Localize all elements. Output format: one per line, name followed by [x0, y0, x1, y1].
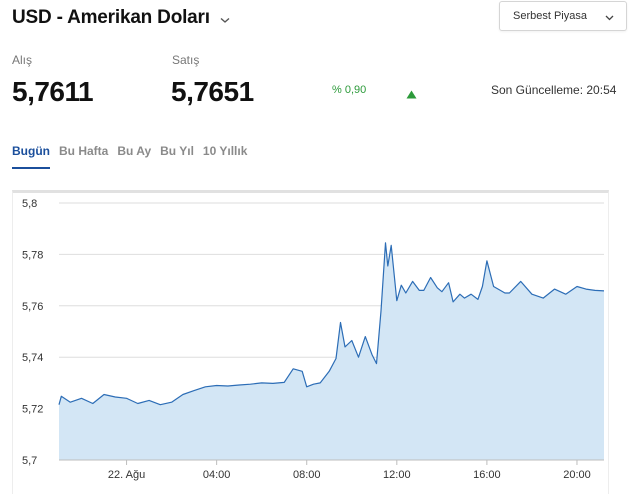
chevron-down-icon[interactable]: [220, 11, 230, 29]
y-tick-label: 5,76: [22, 301, 43, 313]
market-type-value: Serbest Piyasa: [513, 10, 587, 22]
x-tick-label: 08:00: [293, 469, 321, 481]
price-area-fill: [59, 242, 604, 460]
buy-label: Alış: [12, 53, 33, 67]
x-tick-label: 20:00: [563, 469, 591, 481]
y-tick-label: 5,72: [22, 404, 43, 416]
chevron-down-icon: [605, 12, 614, 24]
x-tick-label: 22. Ağu: [108, 469, 145, 481]
title-row[interactable]: USD - Amerikan Doları: [12, 4, 230, 32]
sell-value: 5,7651: [171, 76, 254, 107]
page-title: USD - Amerikan Doları: [12, 7, 210, 28]
y-tick-label: 5,78: [22, 249, 43, 261]
price-chart[interactable]: 5,8 5,78 5,76 5,74 5,72 5,7 22. Ağu 04:00 08:00 1…: [13, 193, 608, 494]
price-series-line: [58, 242, 605, 406]
sell-label: Satış: [172, 53, 200, 67]
tab-this-week[interactable]: Bu Hafta: [59, 144, 109, 158]
chart-container: 5,8 5,78 5,76 5,74 5,72 5,7 22. Ağu 04:00 08:00 1…: [12, 190, 609, 494]
y-tick-label: 5,8: [22, 198, 37, 210]
x-tick-label: 16:00: [473, 469, 501, 481]
last-update-text: Son Güncelleme: 20:54: [491, 83, 617, 97]
tab-this-month[interactable]: Bu Ay: [117, 144, 152, 158]
market-type-select[interactable]: Serbest Piyasa: [499, 1, 627, 31]
x-tick-label: 04:00: [203, 469, 231, 481]
triangle-up-icon: [406, 86, 417, 104]
change-percent: % 0,90: [332, 84, 367, 96]
y-tick-label: 5,74: [22, 352, 43, 364]
period-tabs: Bugün Bu Hafta Bu Ay Bu Yıl 10 Yıllık: [12, 144, 256, 169]
tab-10-years[interactable]: 10 Yıllık: [202, 144, 248, 158]
buy-value: 5,7611: [12, 76, 94, 107]
x-tick-label: 12:00: [383, 469, 411, 481]
tab-this-year[interactable]: Bu Yıl: [160, 144, 194, 158]
tab-today[interactable]: Bugün: [12, 144, 50, 169]
y-tick-label: 5,7: [22, 455, 37, 467]
